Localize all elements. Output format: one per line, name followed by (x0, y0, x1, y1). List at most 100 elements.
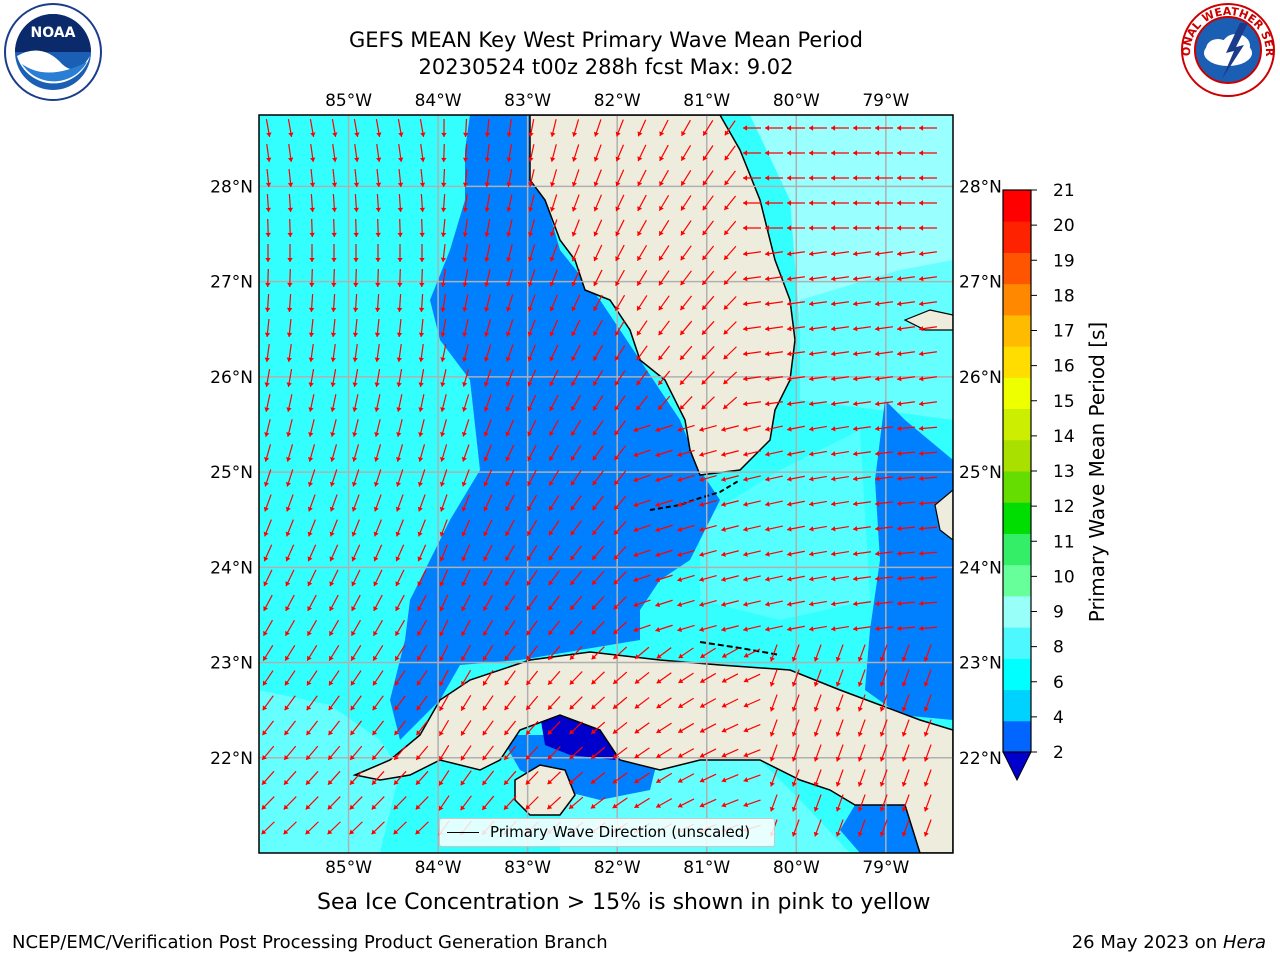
wave-arrow-head (853, 526, 858, 532)
wave-arrow-head (483, 356, 490, 362)
wave-arrow-head (901, 706, 907, 712)
wave-arrow-head (787, 376, 792, 382)
wave-arrow-head (809, 526, 814, 532)
wave-arrow-head (743, 326, 748, 332)
wave-arrow-head (743, 175, 748, 181)
wave-arrow-head (897, 500, 902, 507)
wave-arrow-head (570, 480, 576, 486)
wave-arrow-head (527, 580, 532, 586)
wave-arrow-head (743, 576, 748, 582)
wave-arrow-head (923, 806, 929, 812)
wave-arrow-head (923, 656, 929, 662)
wave-arrow-head (853, 376, 858, 382)
wave-arrow-head (634, 753, 640, 759)
wave-arrow-head (308, 307, 315, 312)
wave-arrow-head (593, 256, 599, 262)
wave-arrow-head (635, 654, 640, 659)
wave-arrow-head (633, 552, 639, 558)
wave-arrow-head (875, 575, 880, 582)
wave-arrow-head (853, 551, 858, 557)
wave-arrow-head (879, 706, 885, 712)
wave-arrow-head (857, 756, 863, 762)
wave-arrow-head (265, 232, 271, 237)
wave-arrow-head (743, 702, 749, 708)
wave-arrow-head (633, 452, 639, 458)
wave-arrow-head (549, 356, 555, 362)
wave-arrow-head (637, 181, 643, 187)
wave-arrow-head (853, 125, 858, 131)
wave-arrow-head (613, 654, 619, 660)
wave-arrow-head (809, 251, 814, 257)
wave-arrow-head (633, 627, 639, 633)
wave-arrow-head (505, 580, 510, 586)
wave-arrow-head (262, 730, 268, 736)
wave-arrow-head (350, 730, 356, 736)
wave-arrow-head (879, 831, 885, 837)
wave-arrow-head (809, 200, 814, 206)
wave-arrow-head (483, 456, 489, 462)
wave-arrow-head (351, 655, 356, 661)
wave-arrow-head (397, 207, 404, 212)
wave-arrow-head (593, 306, 599, 311)
wave-arrow-head (765, 551, 770, 557)
wave-arrow-head (658, 280, 664, 286)
wave-arrow-head (875, 376, 880, 382)
wave-arrow-head (570, 505, 576, 511)
colorbar-segment (1003, 689, 1031, 722)
wave-arrow-head (701, 404, 707, 410)
wave-arrow-head (416, 680, 422, 686)
wave-arrow-head (374, 457, 380, 462)
wave-arrow-head (526, 630, 532, 636)
wave-arrow-head (655, 551, 661, 558)
wave-arrow-head (349, 804, 355, 810)
footer-credit: NCEP/EMC/Verification Post Processing Pr… (12, 932, 608, 953)
wave-arrow-head (439, 631, 445, 637)
lat-label: 22°N (210, 749, 253, 769)
wave-arrow-head (897, 301, 902, 307)
wave-arrow-head (569, 804, 574, 809)
wave-arrow-head (721, 576, 726, 582)
wave-arrow-head (677, 426, 683, 433)
wave-arrow-head (853, 251, 858, 257)
wave-arrow-head (352, 432, 358, 437)
wave-arrow-head (791, 706, 797, 712)
wave-arrow-head (765, 576, 770, 582)
wave-arrow-head (699, 526, 704, 532)
wave-arrow-head (441, 157, 447, 162)
wave-arrow-head (330, 407, 336, 412)
wave-arrow-head (506, 157, 512, 162)
wave-arrow-head (655, 426, 661, 433)
wave-arrow-head (373, 481, 380, 487)
wave-arrow-head (505, 331, 511, 337)
wave-arrow-head (463, 132, 469, 137)
wave-arrow-head (462, 232, 468, 237)
wave-arrow-head (809, 301, 814, 307)
wave-arrow-head (461, 631, 467, 636)
wave-arrow-head (548, 679, 553, 685)
colorbar-segment (1003, 346, 1031, 378)
wave-arrow-head (374, 357, 380, 362)
wave-arrow-head (875, 225, 880, 231)
wave-arrow-head (831, 301, 836, 307)
wave-arrow-head (765, 351, 770, 357)
wave-arrow-head (700, 703, 705, 708)
wave-arrow-head (743, 501, 748, 507)
wave-arrow-head (484, 332, 490, 337)
wave-arrow-head (483, 680, 488, 686)
wave-arrow-head (658, 355, 664, 361)
wave-arrow-head (549, 530, 554, 536)
wave-arrow-head (701, 329, 707, 335)
wave-arrow-head (351, 606, 357, 611)
wave-arrow-head (703, 130, 708, 136)
wave-arrow-head (612, 753, 618, 759)
wave-arrow-head (787, 175, 792, 181)
wave-arrow-head (677, 802, 683, 808)
wave-arrow-head (505, 356, 511, 362)
wave-arrow-head (853, 175, 858, 181)
wave-arrow-head (439, 755, 444, 761)
wave-arrow-head (699, 501, 704, 507)
colorbar-segment (1003, 595, 1031, 628)
wave-arrow-head (743, 276, 748, 282)
wave-arrow-head (354, 157, 360, 162)
wave-arrow-head (484, 182, 490, 187)
